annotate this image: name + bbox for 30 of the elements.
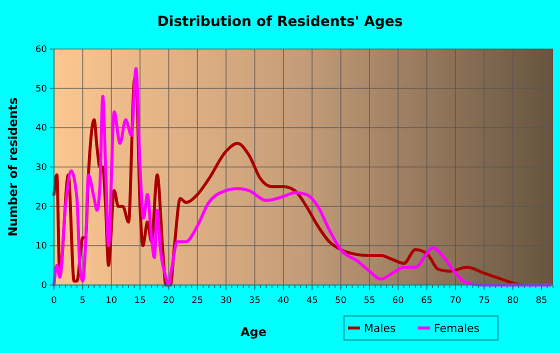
x-tick-label: 25	[192, 296, 204, 306]
x-tick-label: 10	[106, 296, 118, 306]
x-tick-label: 55	[364, 296, 376, 306]
y-tick-label: 20	[36, 202, 48, 212]
x-tick-label: 20	[162, 296, 175, 306]
y-tick-label: 0	[41, 281, 48, 291]
x-tick-label: 50	[335, 296, 347, 306]
x-tick-label: 60	[392, 296, 404, 306]
x-tick-label: 45	[306, 296, 318, 306]
x-tick-label: 0	[51, 296, 58, 306]
legend-label: Females	[434, 322, 480, 335]
y-tick-label: 10	[36, 242, 48, 252]
x-tick-label: 85	[536, 296, 548, 306]
y-axis-title: Number of residents	[6, 97, 20, 237]
x-tick-label: 15	[134, 296, 146, 306]
y-tick-label: 30	[36, 163, 48, 173]
x-tick-label: 30	[220, 296, 232, 306]
x-tick-label: 5	[80, 296, 86, 306]
x-axis-title: Age	[240, 325, 267, 339]
y-tick-label: 60	[36, 45, 48, 55]
x-tick-label: 65	[421, 296, 433, 306]
x-tick-label: 35	[249, 296, 260, 306]
x-tick-label: 40	[278, 296, 290, 306]
legend-label: Males	[364, 322, 396, 335]
x-tick-label: 80	[507, 296, 519, 306]
y-tick-label: 50	[36, 84, 48, 94]
y-tick-label: 40	[36, 124, 48, 134]
x-tick-label: 75	[478, 296, 490, 306]
chart-title: Distribution of Residents' Ages	[157, 14, 403, 30]
x-tick-label: 70	[450, 296, 462, 306]
